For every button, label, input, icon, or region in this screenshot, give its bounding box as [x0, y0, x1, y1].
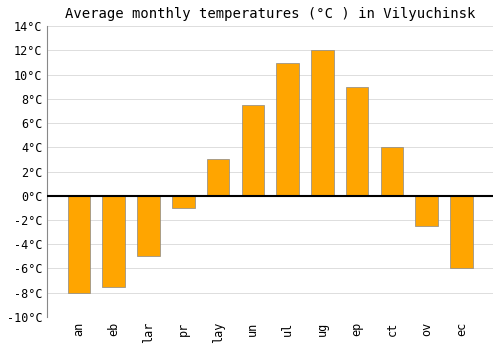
Bar [207, 160, 230, 196]
Title: Average monthly temperatures (°C ) in Vilyuchinsk: Average monthly temperatures (°C ) in Vi… [65, 7, 476, 21]
Bar [68, 196, 90, 293]
Bar [311, 50, 334, 196]
Bar [346, 87, 368, 196]
Bar [102, 196, 125, 287]
Bar [416, 196, 438, 226]
Bar [137, 196, 160, 256]
Bar [172, 196, 195, 208]
Bar [380, 147, 404, 196]
Bar [450, 196, 473, 268]
Bar [242, 105, 264, 196]
Bar [276, 63, 299, 196]
